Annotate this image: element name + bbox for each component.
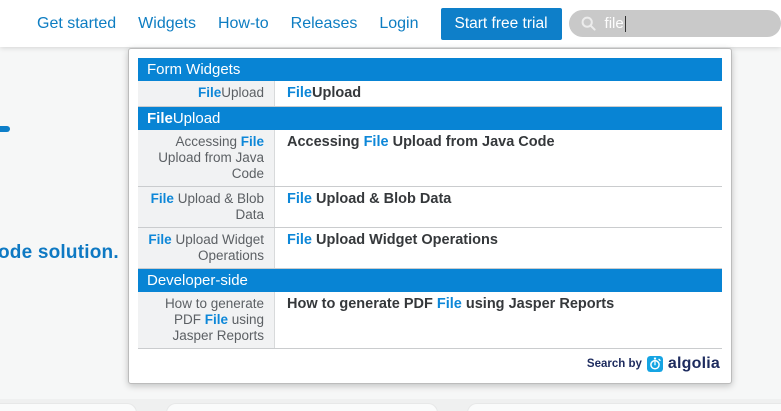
text-cursor <box>624 15 627 32</box>
section-header: Developer-side <box>138 269 722 292</box>
nav-link-releases[interactable]: Releases <box>290 14 358 32</box>
nav-link-login[interactable]: Login <box>379 14 419 32</box>
result-title[interactable]: Accessing File Upload from Java Code <box>287 134 555 150</box>
query-cell: File Upload Widget Operations <box>138 228 275 268</box>
search-by-label: Search by <box>586 358 642 370</box>
result-title[interactable]: File Upload & Blob Data <box>287 191 452 207</box>
algolia-logo-icon[interactable] <box>646 356 663 372</box>
magnifier-icon <box>581 16 596 31</box>
nav-link-widgets[interactable]: Widgets <box>138 14 196 32</box>
result-title[interactable]: FileUpload <box>287 85 362 101</box>
search-result-row[interactable]: File Upload & Blob Data File Upload & Blo… <box>138 187 722 228</box>
algolia-wordmark[interactable]: algolia <box>667 355 720 372</box>
query-cell: File Upload & Blob Data <box>138 187 275 227</box>
search-query-text: file <box>604 15 624 32</box>
nav-link-get-started[interactable]: Get started <box>37 14 117 32</box>
search-result-row[interactable]: How to generate PDF File using Jasper Re… <box>138 292 722 349</box>
query-cell: Accessing File Upload from Java Code <box>138 130 275 186</box>
background-card <box>166 403 438 411</box>
dropdown-sections: Form Widgets FileUpload FileUpload FileUplo… <box>138 58 722 349</box>
search-results-dropdown: Form Widgets FileUpload FileUpload FileUplo… <box>128 48 732 384</box>
background-card <box>467 403 781 411</box>
search-result-row[interactable]: Accessing File Upload from Java Code Acce… <box>138 130 722 187</box>
start-free-trial-button[interactable]: Start free trial <box>440 7 562 40</box>
search-input[interactable]: file <box>568 10 781 37</box>
section-header: FileUpload <box>138 107 722 130</box>
background-card <box>0 403 137 411</box>
query-cell: How to generate PDF File using Jasper Re… <box>138 292 275 348</box>
search-result-row[interactable]: File Upload Widget Operations File Upload… <box>138 228 722 269</box>
top-navbar: Get started Widgets How-to Releases Logi… <box>0 0 781 47</box>
dropdown-footer: Search by algolia <box>138 349 722 374</box>
nav-link-how-to[interactable]: How-to <box>217 14 269 32</box>
section-header: Form Widgets <box>138 58 722 81</box>
hero-subtitle-fragment: ode solution. <box>0 242 119 263</box>
search-result-row[interactable]: FileUpload FileUpload <box>138 81 722 107</box>
query-cell: FileUpload <box>138 81 275 106</box>
result-title[interactable]: How to generate PDF File using Jasper Re… <box>287 296 615 312</box>
hero-heading-fragment <box>0 126 10 132</box>
result-title[interactable]: File Upload Widget Operations <box>287 232 498 248</box>
